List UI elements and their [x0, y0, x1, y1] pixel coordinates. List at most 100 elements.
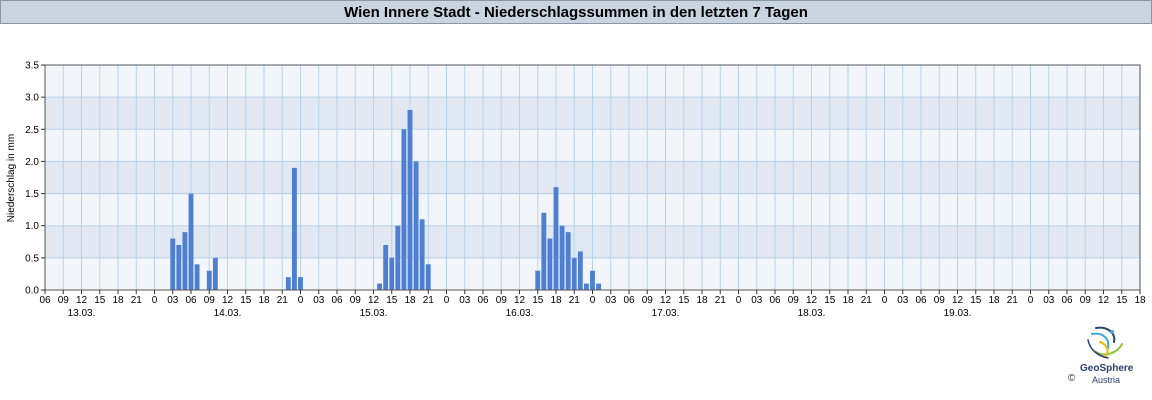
x-tick-label: 03	[313, 295, 325, 306]
precipitation-bar	[407, 110, 413, 290]
x-tick-label: 15	[1116, 295, 1128, 306]
precipitation-bar	[541, 212, 547, 290]
x-tick-label: 18	[988, 295, 1000, 306]
x-tick-label: 09	[1080, 295, 1092, 306]
x-tick-label: 09	[934, 295, 946, 306]
x-tick-label: 21	[131, 295, 143, 306]
x-tick-label: 18	[112, 295, 124, 306]
x-tick-label: 18	[404, 295, 416, 306]
precipitation-bar	[188, 193, 194, 290]
x-tick-label: 15	[678, 295, 690, 306]
precipitation-bar	[395, 225, 401, 290]
precipitation-bar	[383, 245, 389, 290]
x-tick-label: 09	[350, 295, 362, 306]
precipitation-bar	[194, 264, 200, 290]
x-tick-label: 0	[736, 295, 742, 306]
x-tick-label: 18	[258, 295, 270, 306]
precipitation-bar	[298, 277, 303, 290]
x-tick-label: 21	[1007, 295, 1019, 306]
x-tick-label: 03	[897, 295, 909, 306]
x-tick-label: 06	[915, 295, 927, 306]
y-axis-label: Niederschlag in mm	[6, 134, 17, 222]
logo-name: GeoSphere	[1080, 363, 1134, 374]
x-tick-label: 15	[386, 295, 398, 306]
y-tick-label: 3.0	[25, 93, 39, 104]
date-label: 17.03.	[652, 308, 680, 319]
x-tick-label: 0	[298, 295, 304, 306]
x-tick-label: 06	[623, 295, 635, 306]
y-tick-label: 1.5	[25, 189, 39, 200]
chart-title-bar: Wien Innere Stadt - Niederschlagssummen …	[0, 0, 1152, 24]
precipitation-bar	[401, 129, 407, 290]
x-tick-label: 21	[423, 295, 435, 306]
x-tick-label: 03	[605, 295, 617, 306]
precipitation-bar	[565, 232, 571, 290]
x-tick-label: 03	[459, 295, 471, 306]
x-tick-label: 03	[751, 295, 763, 306]
precipitation-bar	[206, 270, 212, 290]
date-label: 19.03.	[944, 308, 972, 319]
x-tick-label: 06	[769, 295, 781, 306]
x-tick-label: 06	[477, 295, 489, 306]
precipitation-bar	[212, 257, 218, 290]
precipitation-bar	[170, 238, 176, 290]
x-tick-label: 12	[806, 295, 818, 306]
x-tick-label: 03	[1043, 295, 1055, 306]
logo-subtitle: Austria	[1092, 375, 1121, 385]
precipitation-bar	[389, 257, 395, 290]
x-tick-label: 0	[882, 295, 888, 306]
x-tick-label: 09	[58, 295, 70, 306]
x-tick-label: 21	[715, 295, 727, 306]
x-tick-label: 21	[861, 295, 873, 306]
y-tick-label: 1.0	[25, 221, 39, 232]
x-tick-label: 15	[240, 295, 252, 306]
x-tick-label: 0	[152, 295, 158, 306]
precipitation-bar	[425, 264, 431, 290]
x-tick-label: 15	[94, 295, 106, 306]
geosphere-emblem-icon	[1087, 326, 1123, 359]
precipitation-bar	[583, 283, 589, 290]
precipitation-bar	[413, 161, 419, 290]
x-tick-label: 12	[952, 295, 964, 306]
date-label: 13.03.	[68, 308, 96, 319]
x-tick-label: 06	[39, 295, 51, 306]
x-tick-label: 0	[1028, 295, 1034, 306]
precipitation-bar	[285, 277, 291, 290]
precipitation-bar	[419, 219, 425, 290]
precipitation-bar	[559, 225, 565, 290]
y-tick-label: 2.0	[25, 157, 39, 168]
date-label: 15.03.	[360, 308, 388, 319]
precipitation-bar	[553, 187, 559, 290]
date-label: 18.03.	[798, 308, 826, 319]
copyright-symbol: ©	[1068, 373, 1076, 384]
x-tick-label: 0	[590, 295, 596, 306]
x-tick-label: 18	[842, 295, 854, 306]
x-tick-label: 06	[1061, 295, 1073, 306]
x-tick-label: 15	[824, 295, 836, 306]
x-tick-label: 15	[970, 295, 982, 306]
chart-title: Wien Innere Stadt - Niederschlagssummen …	[344, 3, 808, 21]
x-tick-label: 12	[660, 295, 672, 306]
precipitation-bar	[596, 283, 602, 290]
precipitation-bar	[377, 283, 383, 290]
x-tick-label: 21	[569, 295, 581, 306]
x-tick-label: 12	[368, 295, 380, 306]
x-tick-label: 06	[185, 295, 197, 306]
x-tick-label: 15	[532, 295, 544, 306]
x-tick-label: 18	[696, 295, 708, 306]
x-tick-label: 09	[788, 295, 800, 306]
x-tick-label: 09	[642, 295, 654, 306]
x-tick-label: 09	[204, 295, 216, 306]
precipitation-bar	[291, 167, 297, 290]
precipitation-bar	[182, 232, 188, 290]
precipitation-bar	[577, 251, 583, 290]
precipitation-bar	[176, 245, 182, 290]
x-tick-label: 09	[496, 295, 508, 306]
x-tick-label: 18	[550, 295, 562, 306]
x-tick-label: 18	[1134, 295, 1146, 306]
x-tick-label: 12	[514, 295, 526, 306]
precipitation-bar	[547, 238, 553, 290]
x-tick-label: 12	[76, 295, 88, 306]
y-tick-label: 0.0	[25, 286, 39, 297]
